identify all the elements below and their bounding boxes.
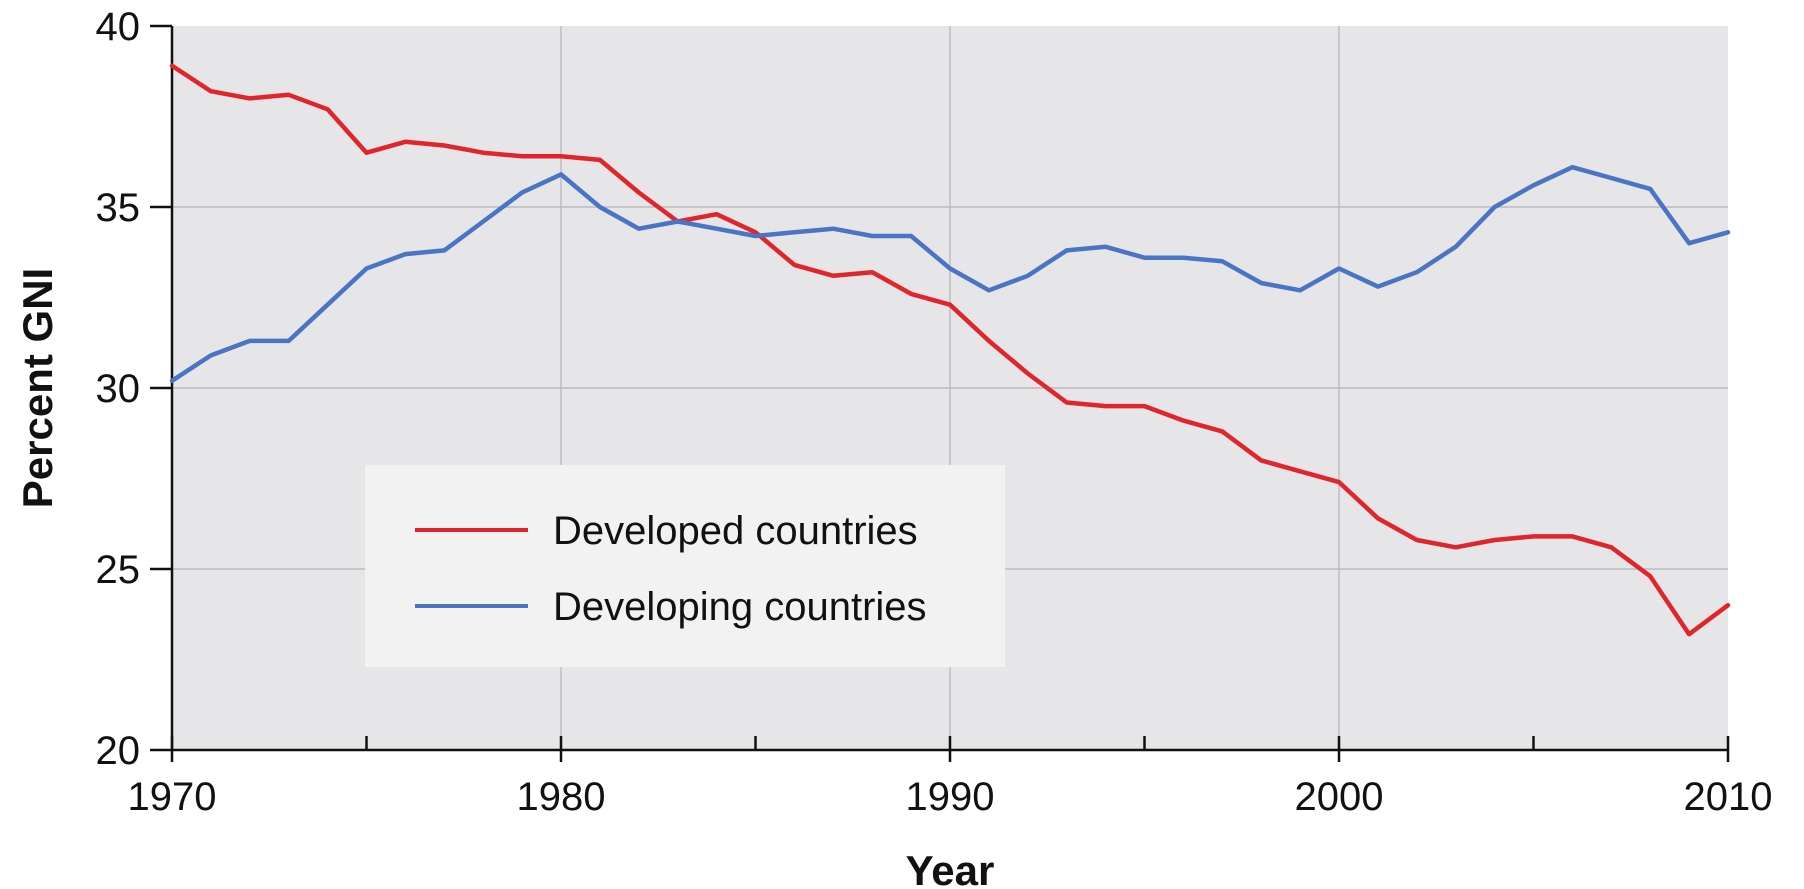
legend: Developed countries Developing countries: [365, 465, 1005, 667]
x-axis-title: Year: [906, 847, 995, 889]
y-tick-label-30: 30: [96, 367, 141, 411]
legend-label-developing: Developing countries: [553, 585, 927, 629]
y-axis-title: Percent GNI: [14, 268, 61, 508]
y-tick-label-40: 40: [96, 5, 141, 49]
x-tick-label-1970: 1970: [128, 775, 217, 819]
y-tick-label-35: 35: [96, 186, 141, 230]
y-tick-labels: 20 25 30 35 40: [96, 5, 141, 773]
x-tick-label-1980: 1980: [517, 775, 606, 819]
series-lines: [169, 63, 1731, 637]
legend-label-developed: Developed countries: [553, 509, 918, 553]
x-tick-label-1990: 1990: [906, 775, 995, 819]
y-tick-label-25: 25: [96, 548, 141, 592]
legend-box: [365, 465, 1005, 667]
series-line-developing: [169, 164, 1731, 384]
series-line-developed: [169, 63, 1731, 637]
x-tick-labels: 1970 1980 1990 2000 2010: [128, 775, 1773, 819]
x-tick-label-2000: 2000: [1295, 775, 1384, 819]
tick-marks: [150, 24, 1730, 762]
x-tick-label-2010: 2010: [1684, 775, 1773, 819]
y-tick-label-20: 20: [96, 729, 141, 773]
